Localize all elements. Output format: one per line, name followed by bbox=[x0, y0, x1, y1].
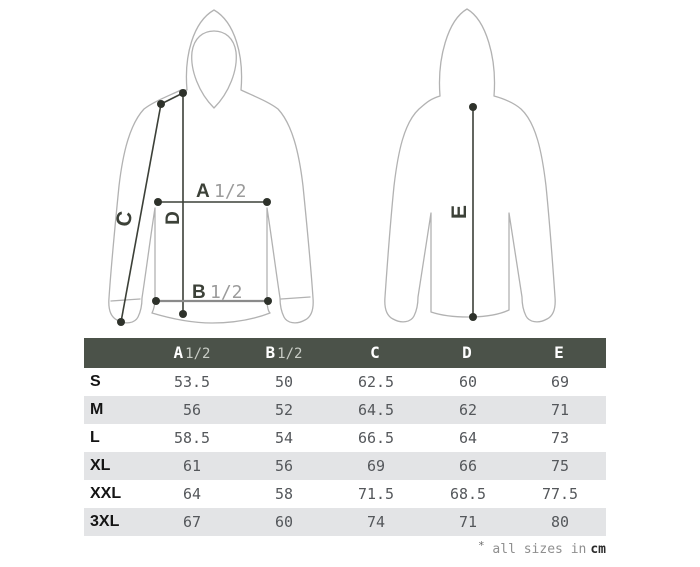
value-cell: 66.5 bbox=[357, 429, 395, 447]
size-cell: XL bbox=[90, 457, 111, 474]
measure-line-neck-shoulder bbox=[160, 92, 184, 105]
front-label-b-fraction: 1/2 bbox=[210, 282, 243, 303]
value-cell: 71 bbox=[550, 401, 570, 419]
value-cell: 67 bbox=[182, 513, 202, 531]
front-label-b: B bbox=[192, 282, 206, 303]
header-letter: E bbox=[554, 343, 564, 362]
value-cell: 75 bbox=[550, 457, 570, 475]
measure-dot bbox=[154, 198, 162, 206]
measure-dot bbox=[179, 89, 187, 97]
header-fraction: 1/2 bbox=[185, 346, 211, 362]
measure-dot bbox=[469, 313, 477, 321]
header-cell-a: A 1/2 bbox=[146, 343, 238, 363]
value-cell: 80 bbox=[550, 513, 570, 531]
footnote-asterisk: * bbox=[477, 539, 485, 552]
value-cell: 53.5 bbox=[173, 373, 211, 391]
value-cell: 64.5 bbox=[357, 401, 395, 419]
measure-dot bbox=[263, 198, 271, 206]
value-cell: 64 bbox=[458, 429, 478, 447]
header-letter: C bbox=[370, 343, 380, 362]
value-cell: 62 bbox=[458, 401, 478, 419]
value-cell: 56 bbox=[182, 401, 202, 419]
hoodie-front-hood-opening bbox=[191, 30, 237, 109]
table-row-3xl: 3XL 67 60 74 71 80 bbox=[84, 508, 606, 536]
value-cell: 61 bbox=[182, 457, 202, 475]
header-cell-d: D bbox=[422, 343, 514, 363]
value-cell: 58.5 bbox=[173, 429, 211, 447]
table-row-xxl: XXL 64 58 71.5 68.5 77.5 bbox=[84, 480, 606, 508]
table-row-m: M 56 52 64.5 62 71 bbox=[84, 396, 606, 424]
back-label-e: E bbox=[448, 205, 471, 219]
measure-dot bbox=[179, 310, 187, 318]
value-cell: 73 bbox=[550, 429, 570, 447]
header-cell-b: B 1/2 bbox=[238, 343, 330, 363]
measure-dot bbox=[152, 297, 160, 305]
front-label-a-fraction: 1/2 bbox=[214, 181, 247, 202]
header-letter: A bbox=[173, 343, 184, 362]
header-cell-e: E bbox=[514, 343, 606, 363]
measure-line-c bbox=[120, 103, 162, 323]
front-label-c: C bbox=[112, 209, 137, 228]
size-cell: XXL bbox=[90, 485, 122, 502]
header-fraction: 1/2 bbox=[277, 346, 303, 362]
front-label-a: A bbox=[196, 181, 210, 202]
measure-dot bbox=[157, 100, 165, 108]
back-measurements: E bbox=[448, 103, 477, 321]
value-cell: 60 bbox=[458, 373, 478, 391]
footnote: * all sizes in cm bbox=[84, 539, 606, 557]
value-cell: 71 bbox=[458, 513, 478, 531]
value-cell: 60 bbox=[274, 513, 294, 531]
hoodie-back-outline bbox=[384, 8, 556, 323]
hoodie-front-outline bbox=[108, 9, 314, 324]
size-cell: L bbox=[90, 429, 100, 446]
hoodie-front-view bbox=[108, 9, 314, 324]
header-cell-c: C bbox=[330, 343, 422, 363]
value-cell: 68.5 bbox=[449, 485, 487, 503]
measure-dot bbox=[469, 103, 477, 111]
header-letter: B bbox=[265, 343, 276, 362]
measure-dot bbox=[264, 297, 272, 305]
value-cell: 54 bbox=[274, 429, 294, 447]
size-cell: S bbox=[90, 373, 101, 390]
footnote-text: all sizes in bbox=[492, 542, 587, 557]
value-cell: 58 bbox=[274, 485, 294, 503]
value-cell: 56 bbox=[274, 457, 294, 475]
value-cell: 71.5 bbox=[357, 485, 395, 503]
hoodie-back-view bbox=[384, 8, 556, 323]
value-cell: 52 bbox=[274, 401, 294, 419]
value-cell: 69 bbox=[366, 457, 386, 475]
value-cell: 50 bbox=[274, 373, 294, 391]
hoodie-front-right-cuff-line bbox=[280, 296, 311, 300]
value-cell: 64 bbox=[182, 485, 202, 503]
table-row-xl: XL 61 56 69 66 75 bbox=[84, 452, 606, 480]
table-row-s: S 53.5 50 62.5 60 69 bbox=[84, 368, 606, 396]
value-cell: 74 bbox=[366, 513, 386, 531]
value-cell: 62.5 bbox=[357, 373, 395, 391]
table-header-row: A 1/2 B 1/2 C D E bbox=[84, 338, 606, 368]
header-letter: D bbox=[462, 343, 472, 362]
hoodie-measurement-diagram: A 1/2 B 1/2 C D E bbox=[108, 8, 556, 326]
value-cell: 69 bbox=[550, 373, 570, 391]
value-cell: 77.5 bbox=[541, 485, 579, 503]
measure-dot bbox=[117, 318, 125, 326]
table-row-l: L 58.5 54 66.5 64 73 bbox=[84, 424, 606, 452]
front-label-d: D bbox=[163, 211, 184, 225]
size-cell: 3XL bbox=[90, 513, 120, 530]
value-cell: 66 bbox=[458, 457, 478, 475]
footnote-unit: cm bbox=[590, 542, 606, 557]
front-measurements: A 1/2 B 1/2 C D bbox=[112, 89, 272, 326]
size-cell: M bbox=[90, 401, 104, 418]
size-table: A 1/2 B 1/2 C D E S 53.5 50 62.5 60 69 M 5… bbox=[84, 338, 606, 536]
